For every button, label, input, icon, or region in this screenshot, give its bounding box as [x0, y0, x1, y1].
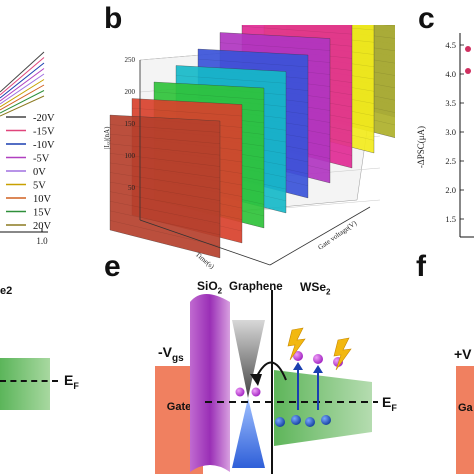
- panel-b-y-tick: 250: [125, 56, 136, 64]
- panel-c-plot: 4.5 4.0 3.5 3.0 2.5 2.0 1.5 -ΔPSC(μA): [416, 33, 474, 238]
- panel-c-y-tick: 4.0: [445, 69, 456, 79]
- panel-a-x-tick: 1.0: [36, 236, 48, 246]
- panel-b-slabs: [109, 25, 395, 259]
- panel-b-z-label: Gate voltage(V): [317, 219, 359, 252]
- panel-a-curve: [0, 62, 45, 99]
- panel-b-y-tick: 50: [128, 184, 136, 192]
- panel-c-y-tick: 3.5: [445, 98, 456, 108]
- panel-a-legend: -20V -15V -10V -5V 0V 5V 10V 15V 20V: [6, 113, 55, 232]
- panel-c-y-tick: 2.5: [445, 156, 456, 166]
- electron: [313, 354, 323, 364]
- panel-c-y-tick: 1.5: [445, 214, 456, 224]
- panel-b-y-tick: 100: [125, 152, 136, 160]
- legend-label: 10V: [33, 194, 52, 205]
- electron: [235, 387, 245, 397]
- legend-label: 5V: [33, 181, 46, 192]
- panel-a-bottom-label: e2: [0, 285, 13, 297]
- light-bolt-icon: [333, 337, 352, 371]
- hole: [275, 417, 285, 427]
- panel-a-band: [0, 358, 50, 410]
- panel-f-label: f: [416, 250, 426, 283]
- panel-c-label: c: [418, 2, 435, 35]
- panel-c-data-point: [465, 46, 471, 52]
- legend-label: -10V: [33, 140, 55, 151]
- panel-c-y-ticks: 4.5 4.0 3.5 3.0 2.5 2.0 1.5: [445, 40, 464, 224]
- panel-f-gate-label: Ga: [458, 402, 473, 414]
- panel-c-data-point: [465, 68, 471, 74]
- panel-f-gate-block: [456, 366, 474, 474]
- panel-a-ef-label: EF: [64, 372, 79, 391]
- sio2-label: SiO2: [197, 279, 223, 296]
- panel-a-curve: [0, 95, 45, 117]
- panel-e-label: e: [104, 250, 121, 283]
- vgs-label: -Vgs: [158, 344, 184, 364]
- electron: [251, 387, 261, 397]
- panel-a-plot: -20V -15V -10V -5V 0V 5V 10V 15V 20V 1.0: [0, 51, 55, 246]
- wse2-band: [274, 370, 372, 446]
- panel-a-curve: [0, 84, 45, 111]
- panel-c-y-tick: 3.0: [445, 127, 456, 137]
- graphene-lower-cone: [232, 398, 265, 468]
- panel-a-curve: [0, 51, 45, 93]
- legend-label: -20V: [33, 113, 55, 124]
- hole: [321, 415, 331, 425]
- sio2-layer: [190, 294, 230, 472]
- gate-label: Gate: [167, 401, 191, 413]
- panel-c-y-tick: 4.5: [445, 40, 456, 50]
- electron: [293, 351, 303, 361]
- legend-label: -15V: [33, 127, 55, 138]
- panel-e-ef-label: EF: [382, 394, 397, 413]
- hole: [305, 417, 315, 427]
- panel-a-lines: [0, 51, 45, 117]
- panel-b-label: b: [104, 2, 123, 35]
- legend-label: 20V: [33, 221, 52, 232]
- legend-label: 15V: [33, 208, 52, 219]
- legend-label: 0V: [33, 167, 46, 178]
- transfer-arrow: [255, 361, 287, 381]
- panel-a-curve: [0, 79, 45, 108]
- panel-a-fermi-line: [0, 380, 58, 382]
- legend-label: -5V: [33, 154, 50, 165]
- panel-a-curve: [0, 57, 45, 96]
- panel-b-y-tick: 200: [125, 88, 136, 96]
- panel-b-y-label: |Iₓₓ|(nA): [103, 126, 111, 149]
- hole: [291, 415, 301, 425]
- panel-f-vgs-label: +V: [454, 346, 472, 362]
- panel-b-y-tick: 150: [125, 120, 136, 128]
- panel-a-curve: [0, 90, 45, 114]
- panel-b-y-ticks: 50 100 150 200 250: [125, 56, 136, 192]
- light-bolt-icon: [287, 327, 306, 361]
- panel-c-y-label: -ΔPSC(μA): [416, 126, 426, 168]
- panel-c-y-tick: 2.0: [445, 185, 456, 195]
- graphene-label: Graphene: [229, 281, 283, 293]
- graphene-upper-cone: [232, 320, 265, 398]
- panel-b-slab: [109, 114, 221, 259]
- panel-a-curve: [0, 68, 45, 102]
- wse2-label: WSe2: [300, 280, 331, 297]
- panel-a-curve: [0, 73, 45, 105]
- panel-e-band-diagram: Gate: [155, 290, 378, 474]
